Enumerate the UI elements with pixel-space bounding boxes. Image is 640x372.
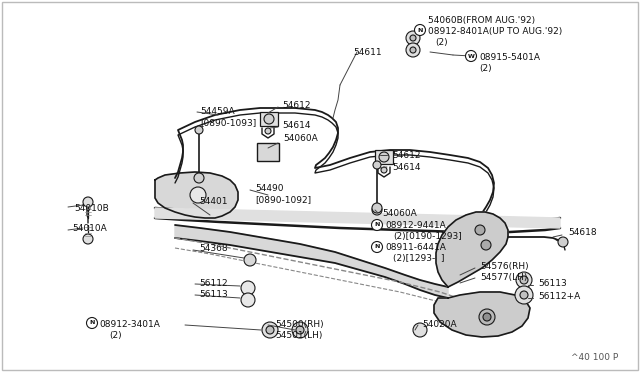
Text: 54611: 54611: [353, 48, 381, 57]
Text: (2)[0190-1293]: (2)[0190-1293]: [393, 232, 461, 241]
Circle shape: [86, 317, 97, 328]
Text: (2): (2): [479, 64, 492, 73]
Text: 54060A: 54060A: [283, 134, 317, 143]
Circle shape: [481, 240, 491, 250]
Text: 56112+A: 56112+A: [538, 292, 580, 301]
Circle shape: [265, 128, 271, 134]
Circle shape: [373, 161, 381, 169]
Text: (2): (2): [109, 331, 122, 340]
Text: 54010A: 54010A: [72, 224, 107, 233]
Text: 54612: 54612: [282, 101, 310, 110]
Text: ^40 100 P: ^40 100 P: [571, 353, 618, 362]
Text: W: W: [468, 54, 474, 58]
Circle shape: [410, 35, 416, 41]
Circle shape: [83, 234, 93, 244]
Text: 54618: 54618: [568, 228, 596, 237]
Text: 54060B(FROM AUG.'92): 54060B(FROM AUG.'92): [428, 16, 535, 25]
Text: 08915-5401A: 08915-5401A: [479, 53, 540, 62]
Text: 54020A: 54020A: [422, 320, 456, 329]
Circle shape: [465, 51, 477, 61]
Circle shape: [406, 31, 420, 45]
Circle shape: [415, 25, 426, 35]
Text: 56112: 56112: [199, 279, 228, 288]
Text: 56113: 56113: [538, 279, 567, 288]
Circle shape: [83, 197, 93, 207]
Circle shape: [296, 326, 304, 334]
Bar: [375, 150, 393, 164]
Circle shape: [241, 293, 255, 307]
Circle shape: [266, 326, 274, 334]
Circle shape: [515, 286, 533, 304]
Text: 54612: 54612: [392, 151, 420, 160]
Text: 54010B: 54010B: [74, 204, 109, 213]
Circle shape: [371, 219, 383, 231]
Text: (2)[1293-  ]: (2)[1293- ]: [393, 254, 445, 263]
Circle shape: [520, 291, 528, 299]
Circle shape: [372, 205, 382, 215]
Circle shape: [413, 323, 427, 337]
Circle shape: [371, 241, 383, 253]
Circle shape: [194, 173, 204, 183]
Circle shape: [410, 47, 416, 53]
Bar: [257, 143, 279, 161]
Text: (2): (2): [435, 38, 447, 47]
Text: 54501(LH): 54501(LH): [275, 331, 323, 340]
Text: [0890-1092]: [0890-1092]: [255, 195, 311, 204]
Text: 54614: 54614: [282, 121, 310, 130]
Text: [0890-1093]: [0890-1093]: [200, 118, 256, 127]
Text: 56113: 56113: [199, 290, 228, 299]
Circle shape: [262, 322, 278, 338]
Polygon shape: [155, 208, 560, 228]
Polygon shape: [436, 212, 508, 287]
Circle shape: [190, 187, 206, 203]
Circle shape: [379, 152, 389, 162]
Text: 54368: 54368: [199, 244, 228, 253]
Text: 54490: 54490: [255, 184, 284, 193]
Circle shape: [558, 237, 568, 247]
Circle shape: [372, 203, 382, 213]
Text: N: N: [374, 222, 380, 228]
Polygon shape: [175, 225, 448, 298]
Circle shape: [381, 167, 387, 173]
Circle shape: [483, 313, 491, 321]
Circle shape: [264, 114, 274, 124]
Text: 54401: 54401: [199, 197, 227, 206]
Text: 54614: 54614: [392, 163, 420, 172]
Polygon shape: [434, 292, 530, 337]
Text: 08912-3401A: 08912-3401A: [99, 320, 160, 329]
Circle shape: [406, 43, 420, 57]
Text: 08912-9441A: 08912-9441A: [385, 221, 445, 230]
Circle shape: [479, 309, 495, 325]
Circle shape: [516, 272, 532, 288]
Text: 54060A: 54060A: [382, 209, 417, 218]
Text: N: N: [417, 28, 422, 32]
Text: 54577(LH): 54577(LH): [480, 273, 527, 282]
Text: N: N: [90, 321, 95, 326]
Circle shape: [241, 281, 255, 295]
Bar: [260, 112, 278, 126]
Text: 54500(RH): 54500(RH): [275, 320, 324, 329]
Circle shape: [520, 276, 528, 284]
Text: 54459A: 54459A: [200, 107, 235, 116]
Text: N: N: [374, 244, 380, 250]
Circle shape: [244, 254, 256, 266]
Text: 54576(RH): 54576(RH): [480, 262, 529, 271]
Circle shape: [292, 322, 308, 338]
Polygon shape: [155, 172, 238, 218]
Text: 08912-8401A(UP TO AUG.'92): 08912-8401A(UP TO AUG.'92): [428, 27, 563, 36]
Circle shape: [475, 225, 485, 235]
Text: 08911-6441A: 08911-6441A: [385, 243, 446, 252]
Circle shape: [195, 126, 203, 134]
